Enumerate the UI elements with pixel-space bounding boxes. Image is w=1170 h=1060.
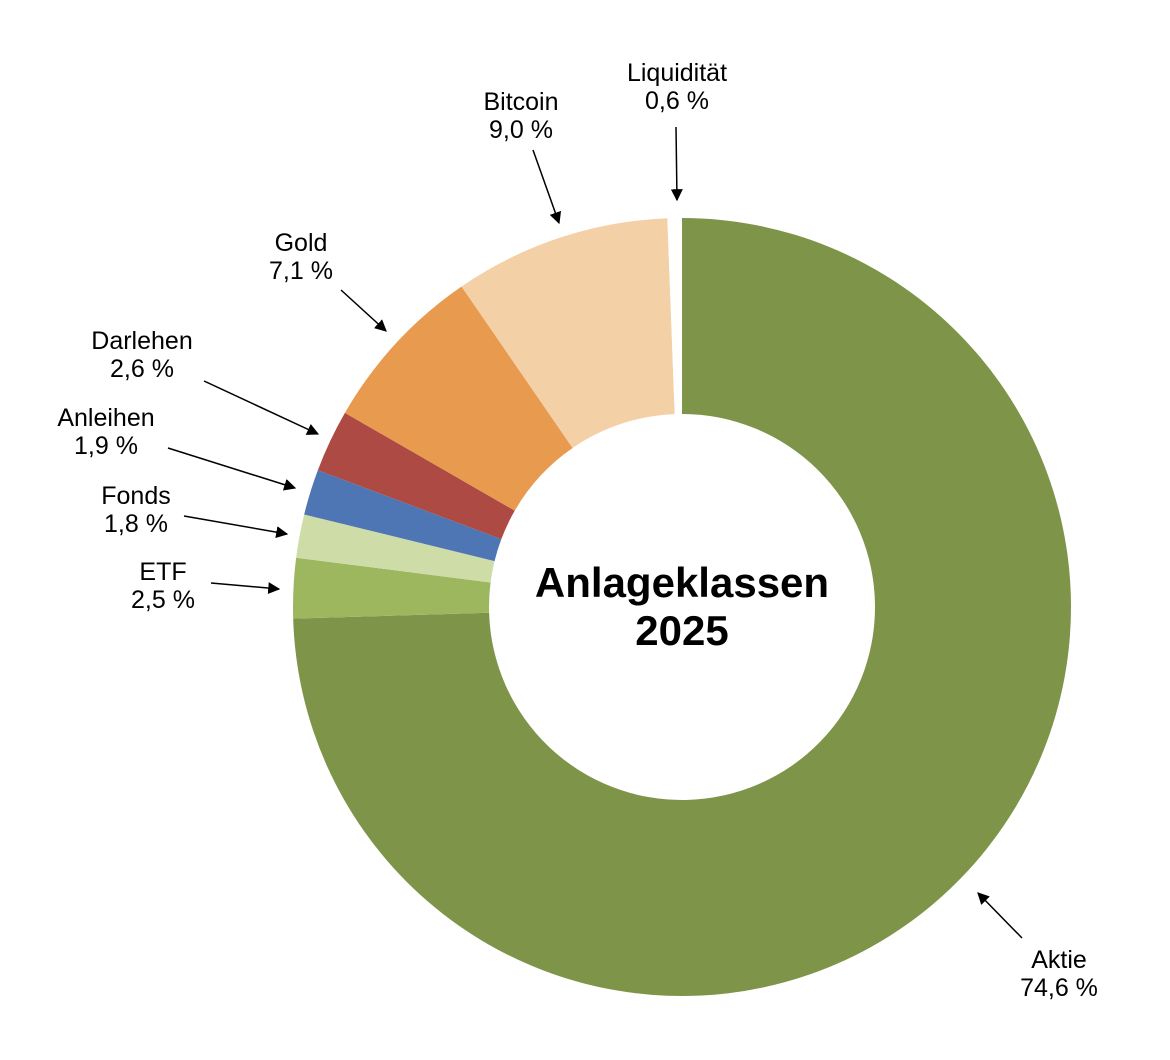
callout-label-anleihen: Anleihen 1,9 % xyxy=(57,404,154,460)
slice-fonds xyxy=(296,514,495,583)
callout-arrow-anleihen xyxy=(167,447,297,491)
callout-label-darlehen: Darlehen 2,6 % xyxy=(91,327,192,383)
slice-bitcoin xyxy=(461,218,675,448)
callout-arrow-etf xyxy=(210,582,281,595)
callout-label-liquiditat: Liquidität 0,6 % xyxy=(627,59,727,115)
callout-arrow-aktie xyxy=(977,892,1023,939)
callout-arrow-darlehen xyxy=(203,380,320,435)
callout-label-etf: ETF 2,5 % xyxy=(131,558,195,614)
chart-center-title: Anlageklassen 2025 xyxy=(535,559,829,655)
callout-label-bitcoin: Bitcoin 9,0 % xyxy=(483,88,558,144)
chart-center-title-line2: 2025 xyxy=(635,607,729,654)
slice-gold xyxy=(344,286,573,511)
callout-arrow-bitcoin xyxy=(532,149,562,225)
slice-etf xyxy=(292,557,491,619)
slice-anleihen xyxy=(304,470,502,562)
callout-arrow-fonds xyxy=(183,515,289,539)
callout-arrow-gold xyxy=(340,289,387,332)
callout-label-fonds: Fonds 1,8 % xyxy=(101,482,170,538)
callout-label-gold: Gold 7,1 % xyxy=(269,229,333,285)
slice-aktie xyxy=(293,218,1071,996)
callout-arrow-liquiditat xyxy=(670,126,683,202)
slice-liquiditat xyxy=(667,218,682,415)
slice-darlehen xyxy=(317,412,515,540)
callout-label-aktie: Aktie 74,6 % xyxy=(1020,946,1098,1002)
chart-center-title-line1: Anlageklassen xyxy=(534,559,830,606)
